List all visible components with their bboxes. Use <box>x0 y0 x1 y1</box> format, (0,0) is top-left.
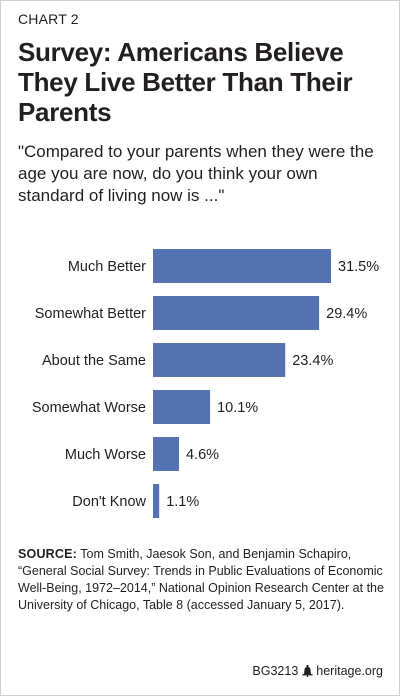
report-code: BG3213 <box>252 664 299 678</box>
bar-somewhat-better <box>153 296 320 330</box>
chart-title: Survey: Americans Believe They Live Bett… <box>18 37 353 127</box>
category-label: Much Worse <box>65 447 146 463</box>
bar-much-worse <box>153 437 179 471</box>
value-label: 23.4% <box>292 353 333 369</box>
chart-subtitle: "Compared to your parents when they were… <box>18 142 374 205</box>
bar-somewhat-worse <box>153 390 211 424</box>
value-label: 1.1% <box>166 494 199 510</box>
site-link[interactable]: heritage.org <box>316 664 383 678</box>
category-label: Somewhat Better <box>35 306 146 322</box>
value-label: 29.4% <box>326 306 367 322</box>
category-label: Much Better <box>68 259 146 275</box>
liberty-bell-icon <box>302 665 313 677</box>
category-label: Somewhat Worse <box>32 400 146 416</box>
footer: BG3213 heritage.org <box>252 664 383 678</box>
bar-chart: Much Better 31.5% Somewhat Better 29.4% Abou… <box>32 249 379 518</box>
value-label: 4.6% <box>186 447 219 463</box>
category-label: Don't Know <box>72 494 146 510</box>
source-label: SOURCE: <box>18 547 78 561</box>
source-text: Tom Smith, Jaesok Son, and Benjamin Scha… <box>18 547 384 612</box>
bar-don-t-know <box>153 484 160 518</box>
bar-about-the-same <box>153 343 286 377</box>
category-label: About the Same <box>42 353 146 369</box>
value-label: 10.1% <box>217 400 258 416</box>
source-note: SOURCE: Tom Smith, Jaesok Son, and Benja… <box>18 546 386 614</box>
bar-much-better <box>153 249 331 283</box>
value-label: 31.5% <box>338 259 379 275</box>
chart-kicker: CHART 2 <box>18 11 79 27</box>
